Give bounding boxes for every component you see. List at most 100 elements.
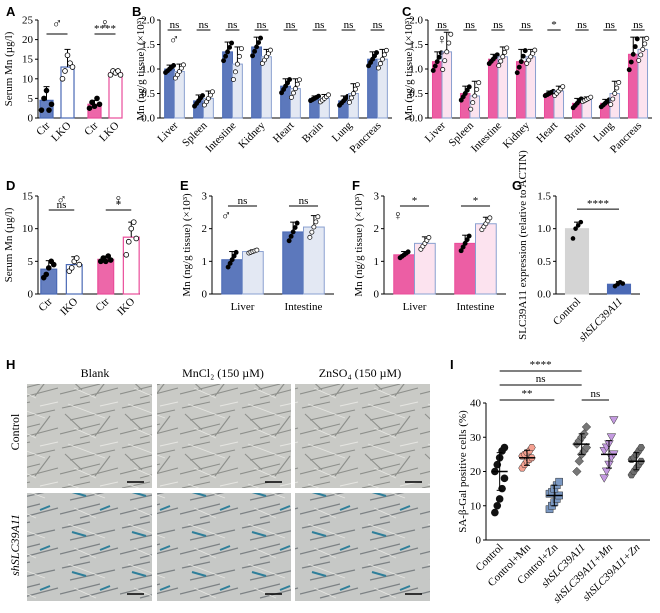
x-tick-label: Brain	[300, 119, 326, 145]
panel-C-marks: ♀nsLivernsSpleennsIntestinensKidney*Hear…	[423, 19, 650, 156]
y-tick-label: 2	[374, 223, 380, 235]
data-point	[128, 225, 135, 232]
bar	[122, 236, 140, 295]
data-point	[496, 63, 502, 69]
panel-F-marks: ♀ * Liver * Intestine	[393, 195, 497, 313]
x-tick-label: Intestine	[469, 120, 504, 155]
significance-label: ns	[257, 19, 267, 31]
data-point	[599, 474, 609, 483]
micrograph-sh-mn	[157, 493, 291, 601]
data-point	[115, 68, 121, 74]
data-point	[470, 100, 476, 106]
x-tick-label: IKO	[115, 296, 137, 318]
data-point	[94, 95, 100, 102]
data-point	[286, 238, 292, 244]
data-point	[180, 62, 186, 68]
x-tick-label: Liver	[423, 119, 449, 145]
data-point	[69, 64, 76, 70]
data-point	[313, 219, 319, 225]
data-point	[516, 64, 522, 70]
significance-label: ns	[299, 195, 309, 207]
y-axis-label: Mn (ng/g tissue) (×10³)	[403, 17, 415, 121]
comparison-label: ****	[530, 359, 552, 371]
bar	[242, 251, 264, 295]
data-point	[500, 474, 509, 483]
bar	[303, 226, 325, 295]
sex-symbol: ♂	[52, 17, 63, 32]
data-point	[487, 215, 493, 221]
significance-label: ns	[373, 19, 383, 31]
data-point	[514, 70, 520, 76]
significance-label: ns	[228, 19, 238, 31]
data-point	[230, 77, 236, 82]
data-point	[444, 49, 450, 55]
data-point	[354, 82, 360, 88]
significance-label: *	[551, 19, 557, 31]
data-point	[76, 261, 83, 268]
data-point	[48, 101, 55, 108]
y-tick-label: 10	[470, 500, 482, 512]
x-tick-label: Intestine	[285, 301, 323, 313]
significance-label: ns	[605, 19, 615, 31]
sex-symbol: ♂	[56, 193, 67, 208]
significance-label: ****	[587, 198, 609, 210]
data-point	[573, 226, 578, 231]
data-point	[642, 41, 648, 47]
data-point	[466, 84, 472, 90]
data-point	[209, 89, 215, 95]
data-point	[227, 44, 233, 50]
panel-D-marks: Ctr IKO Ctr IKO♂ns ♀*	[36, 193, 140, 318]
data-point	[171, 63, 177, 68]
data-point	[294, 81, 300, 87]
panel-A-axes: 0 5 10 15 20 25 Serum Mn (µg/l)	[3, 15, 122, 125]
data-point	[117, 72, 124, 78]
data-point	[315, 214, 321, 220]
data-point	[430, 68, 436, 73]
data-point	[468, 106, 474, 112]
data-point	[581, 442, 592, 453]
data-point	[91, 103, 98, 110]
data-point	[446, 40, 452, 46]
data-point	[292, 86, 298, 92]
significance-label: ns	[238, 195, 248, 207]
data-point	[296, 77, 302, 83]
data-point	[62, 68, 68, 74]
data-point	[236, 53, 242, 59]
data-point	[107, 257, 114, 263]
data-point	[440, 67, 446, 72]
panel-label-D: D	[6, 178, 15, 193]
data-point	[252, 48, 258, 54]
micrograph-control-zn	[295, 384, 430, 488]
sex-symbol: ♀	[437, 33, 448, 48]
data-point	[462, 240, 468, 246]
significance-label: ns	[199, 19, 209, 31]
data-point	[448, 31, 454, 37]
data-point	[616, 80, 622, 85]
significance-label: *	[412, 195, 418, 207]
y-tick-label: 3	[202, 191, 208, 203]
bar	[454, 242, 477, 295]
data-point	[64, 52, 71, 59]
bar	[525, 56, 537, 119]
data-point	[609, 416, 619, 425]
data-point	[520, 53, 526, 59]
data-point	[346, 99, 352, 105]
bar	[282, 231, 305, 295]
bar	[564, 228, 590, 295]
sex-symbol: ♀	[393, 209, 404, 224]
data-point	[294, 220, 300, 226]
y-tick-label: 25	[22, 15, 34, 27]
y-tick-label: 10	[22, 73, 34, 85]
x-tick-label: Intestine	[457, 301, 495, 313]
data-point	[232, 69, 238, 75]
data-point	[46, 107, 52, 113]
x-tick-label: Ctr	[93, 295, 112, 314]
data-point	[570, 236, 576, 241]
y-tick-label: 0	[28, 289, 34, 301]
row-header-control: Control	[8, 413, 22, 450]
bar	[40, 268, 58, 295]
panel-G-axes: 0.0 0.5 1.0 1.5 SLC39A11 expression (relativ…	[517, 150, 640, 340]
data-point	[638, 52, 644, 58]
y-tick-label: 30	[470, 432, 482, 444]
sex-symbol: ♂	[221, 209, 232, 224]
